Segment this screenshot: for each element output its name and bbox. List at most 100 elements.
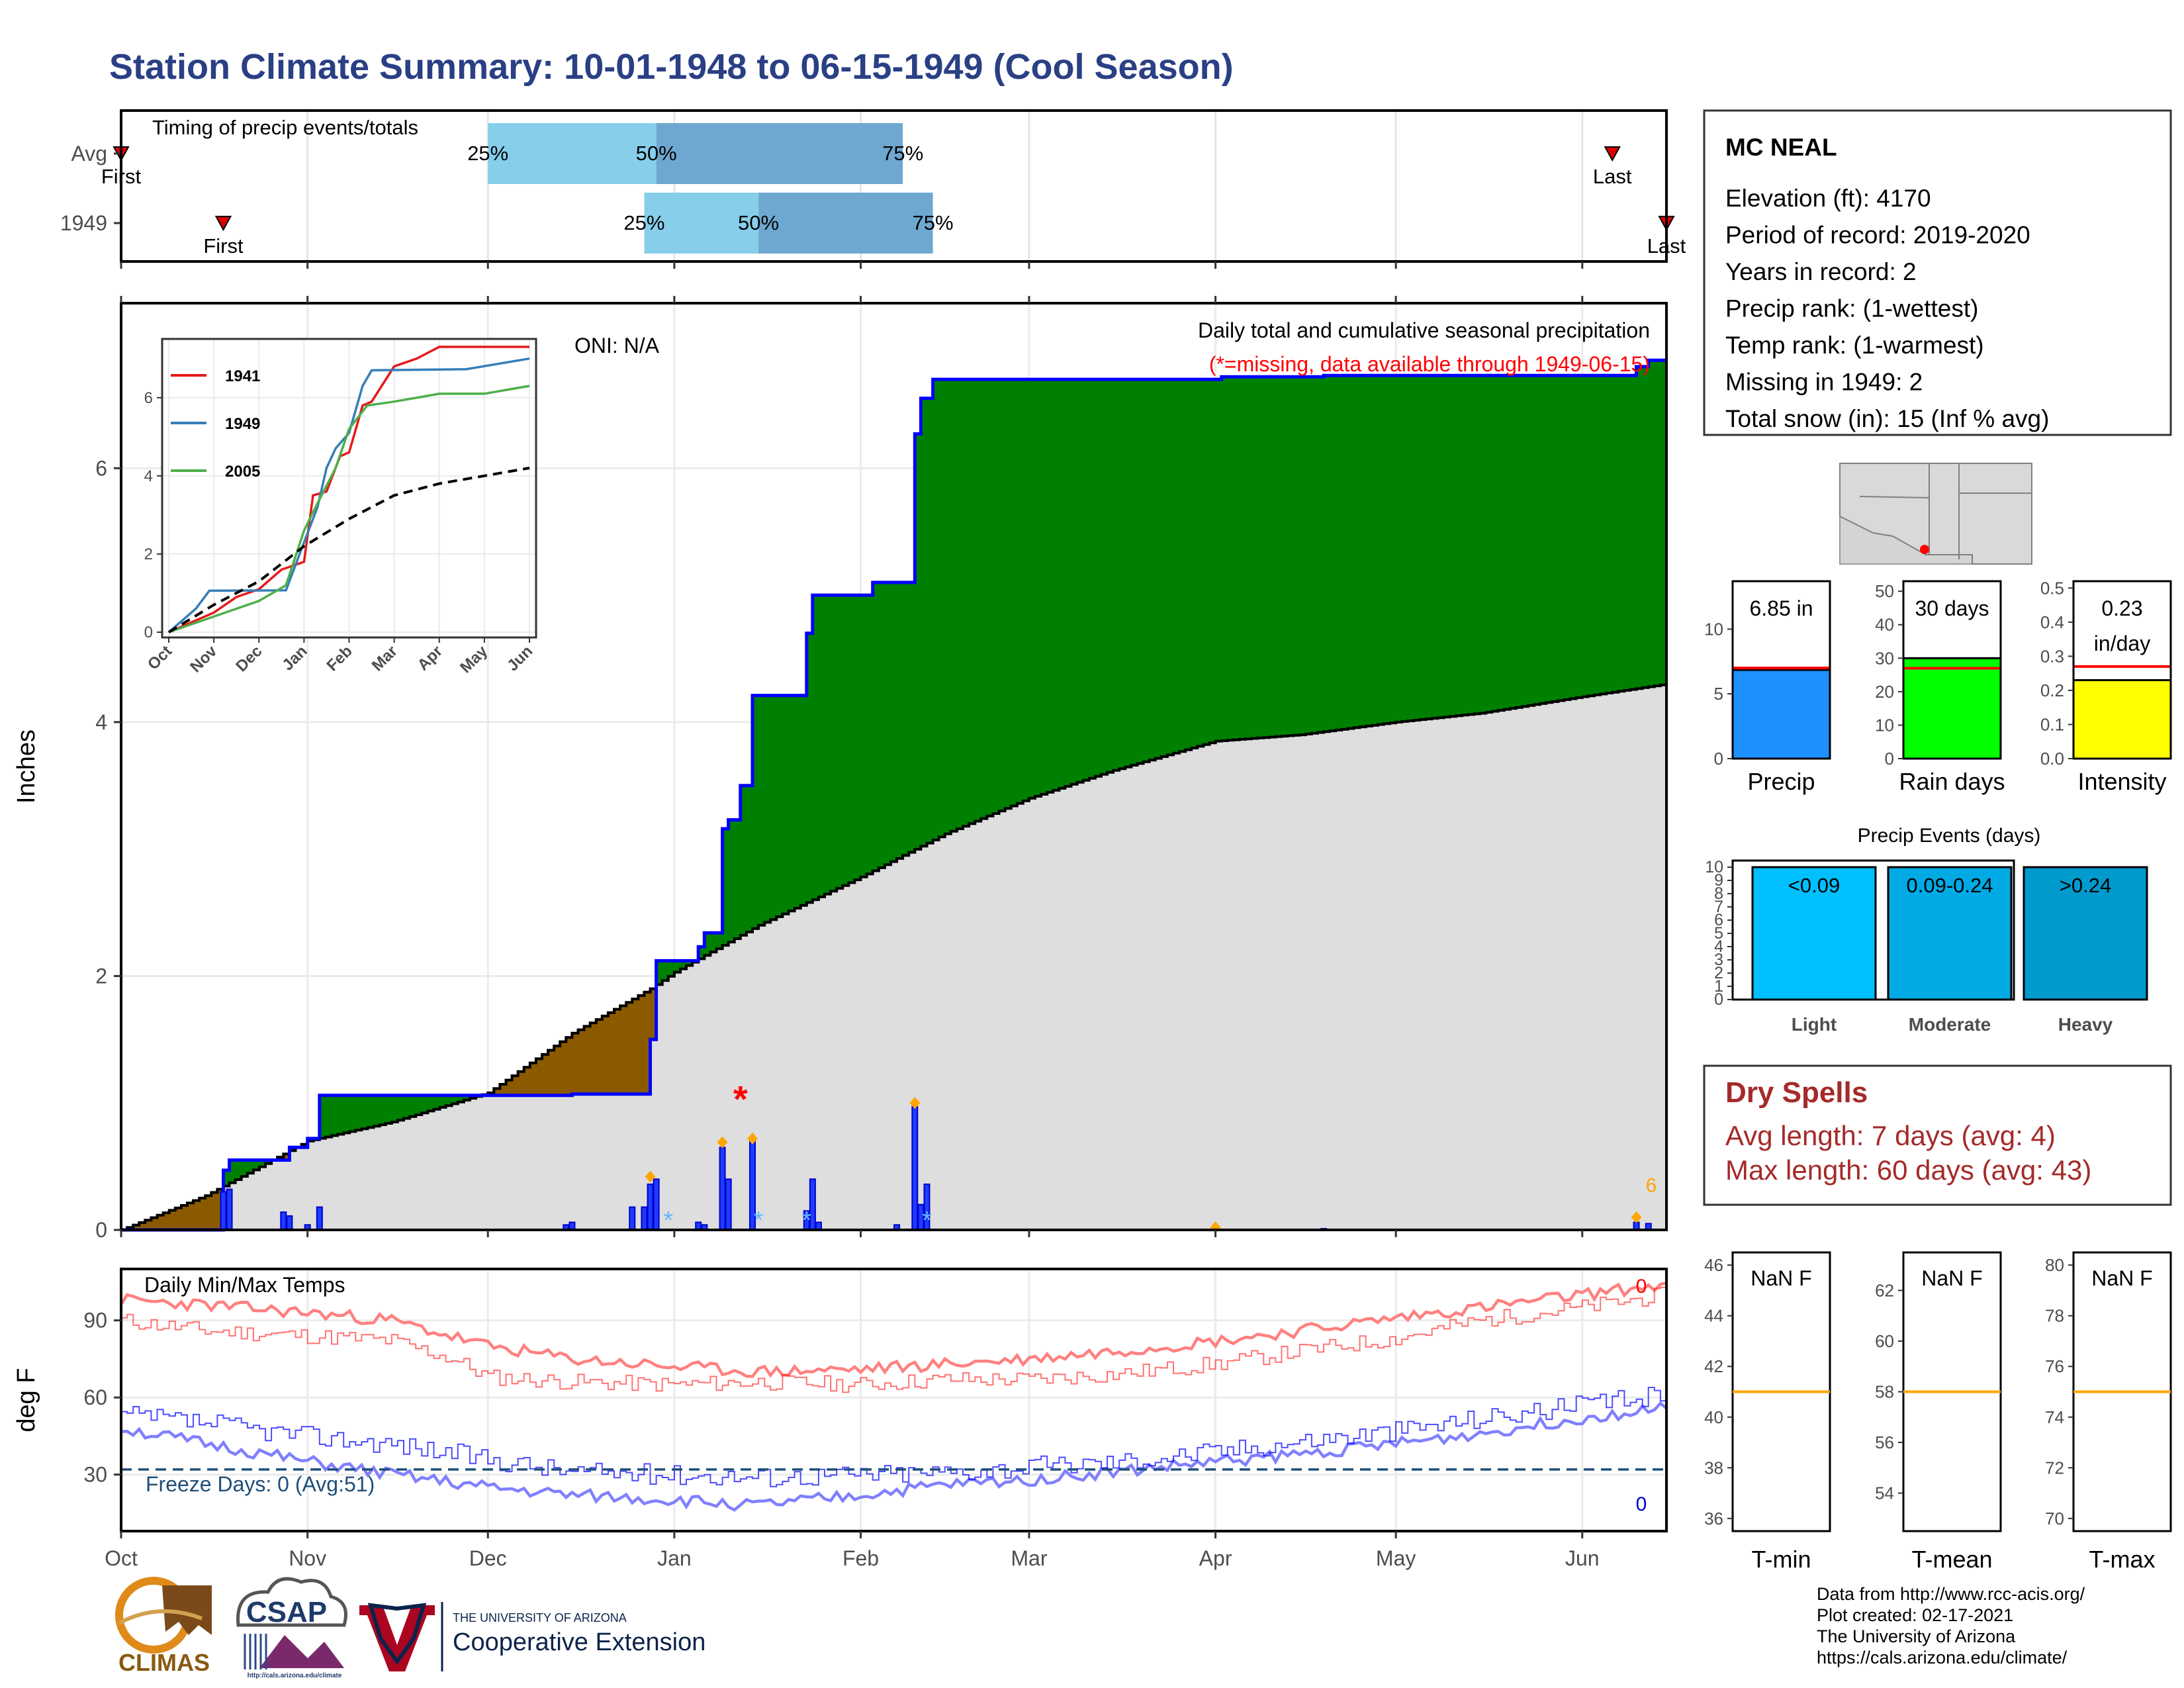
precip-events-title: Precip Events (days): [1858, 825, 2041, 847]
precip-event-bar-label: <0.09: [1788, 874, 1840, 897]
season-bar-value-label: 6.85 in: [1749, 596, 1813, 620]
first-event-marker: [214, 216, 232, 232]
inset-legend-label: 1941: [225, 367, 260, 385]
temp-bar-value-label: NaN F: [2091, 1266, 2152, 1290]
temp-bar-y-tick-label: 74: [2045, 1407, 2064, 1427]
temp-bar-y-tick-label: 60: [1875, 1331, 1894, 1351]
precip-y-tick-label: 2: [95, 964, 107, 988]
timing-title: Timing of precip events/totals: [152, 116, 418, 139]
last-event-label: Last: [1593, 165, 1632, 188]
station-info-line: Missing in 1949: 2: [1725, 369, 1923, 396]
season-bar-y-tick-label: 0.3: [2040, 646, 2064, 666]
freeze-days-label: Freeze Days: 0 (Avg:51): [146, 1472, 375, 1496]
cumulative-1949-line: [121, 358, 1666, 1232]
daily-precip-bar: [725, 1178, 732, 1231]
daily-precip-bar: [280, 1211, 287, 1231]
precip-events-border: [1731, 859, 2015, 1001]
daily-precip-bar: [647, 1183, 654, 1231]
precip-event-bar: [1751, 866, 1877, 1001]
temp-bar-y-tick-label: 38: [1704, 1458, 1723, 1477]
precip-event-y-tick-label: 10: [1705, 858, 1723, 876]
dry-spells-max: Max length: 60 days (avg: 43): [1725, 1154, 2091, 1186]
precip-y-tick-label: 6: [95, 456, 107, 480]
temp-y-tick-label: 60: [83, 1385, 107, 1409]
station-info-line: Period of record: 2019-2020: [1725, 222, 2030, 249]
season-bar-y-tick-label: 5: [1714, 684, 1723, 704]
daily-precip-bar: [719, 1147, 726, 1231]
temp-panel-border: [120, 1268, 1668, 1532]
precip-event-category: Heavy: [2058, 1014, 2113, 1035]
inset-y-tick-label: 4: [144, 467, 153, 485]
quantile-bar-upper: [656, 123, 903, 184]
precip-event-y-tick-label: 7: [1714, 898, 1723, 916]
temp-bar-y-tick-label: 36: [1704, 1509, 1723, 1528]
month-tick-label: Feb: [842, 1546, 879, 1570]
precip-event-y-tick-label: 2: [1714, 964, 1723, 982]
ua-block-a-icon: [359, 1605, 435, 1671]
season-bar-y-tick-label: 50: [1875, 581, 1894, 601]
temp-bar-category-label: T-min: [1752, 1546, 1811, 1573]
month-tick-label: Nov: [289, 1546, 326, 1570]
season-bar: [1731, 669, 1831, 760]
missing-day-marker: *: [733, 1078, 748, 1120]
precip-event-y-tick-label: 0: [1714, 990, 1723, 1009]
oni-label: ONI: N/A: [574, 334, 660, 357]
temp-bar-y-tick-label: 40: [1704, 1407, 1723, 1427]
ua-block-a-outline: [367, 1603, 427, 1665]
precip-event-category: Moderate: [1909, 1014, 1991, 1035]
csap-mountain-icon: [259, 1635, 344, 1668]
daily-precip-bar: [629, 1206, 636, 1231]
temp-bar-y-tick-label: 56: [1875, 1432, 1894, 1452]
quantile-75-label: 75%: [882, 142, 923, 165]
season-bar-y-tick-label: 10: [1704, 619, 1723, 639]
station-info-line: Elevation (ft): 4170: [1725, 185, 1931, 212]
footer-line: https://cals.arizona.edu/climate/: [1817, 1648, 2068, 1667]
season-bar-y-tick-label: 0: [1714, 749, 1723, 769]
season-bar-y-tick-label: 30: [1875, 648, 1894, 668]
month-tick-label: Mar: [1011, 1546, 1047, 1570]
end-count-label: 6: [1646, 1174, 1657, 1196]
first-event-label: First: [203, 234, 244, 258]
temp-bar-y-tick-label: 70: [2045, 1509, 2064, 1528]
precip-event-y-tick-label: 4: [1714, 937, 1723, 956]
dry-spells-title: Dry Spells: [1725, 1076, 1868, 1109]
climas-wordmark: CLIMAS: [118, 1649, 210, 1676]
csap-wordmark: CSAP: [246, 1596, 327, 1628]
temp-series-line: [121, 1286, 1667, 1393]
quantile-25-label: 25%: [467, 142, 508, 165]
precip-y-tick-label: 0: [95, 1218, 107, 1242]
temp-bar-y-tick-label: 80: [2045, 1255, 2064, 1275]
inset-y-tick-label: 0: [144, 624, 153, 641]
quantile-50-label: 50%: [738, 211, 779, 234]
state-borders: [1859, 463, 2032, 559]
season-bar-category-label: Intensity: [2077, 768, 2166, 795]
daily-precip-bar: [911, 1105, 919, 1231]
temp-bar-value-label: NaN F: [1921, 1266, 1982, 1290]
season-bar-category-label: Rain days: [1899, 768, 2005, 795]
season-bar-y-tick-label: 0: [1885, 749, 1894, 769]
daily-precip-bar: [316, 1206, 323, 1231]
quantile-bar-lower: [644, 193, 759, 254]
ua-logo: THE UNIVERSITY OF ARIZONA Cooperative Ext…: [359, 1602, 705, 1671]
dry-spells-box: [1703, 1064, 2172, 1206]
season-bar-y-tick-label: 0.2: [2040, 680, 2064, 700]
inset-series-line: [167, 467, 530, 633]
temp-bar-category-label: T-mean: [1911, 1546, 1992, 1573]
inset-y-tick-label: 2: [144, 545, 153, 563]
daily-precip-bar: [653, 1178, 660, 1231]
temp-series-line: [121, 1387, 1667, 1487]
season-bar: [2072, 679, 2172, 760]
dry-spells-avg: Avg length: 7 days (avg: 4): [1725, 1120, 2056, 1151]
precip-event-category: Light: [1792, 1014, 1837, 1035]
temp-bar-y-tick-label: 46: [1704, 1255, 1723, 1275]
month-tick-label: Oct: [105, 1546, 138, 1570]
min-count-label: 0: [1636, 1493, 1647, 1515]
season-bar-panel-border: [1731, 580, 1831, 760]
daily-precip-bar: [641, 1206, 648, 1231]
month-tick-label: Dec: [469, 1546, 507, 1570]
temp-bar-y-tick-label: 62: [1875, 1280, 1894, 1300]
orange-event-marker: [1631, 1211, 1642, 1223]
max-count-label: 0: [1636, 1276, 1647, 1297]
